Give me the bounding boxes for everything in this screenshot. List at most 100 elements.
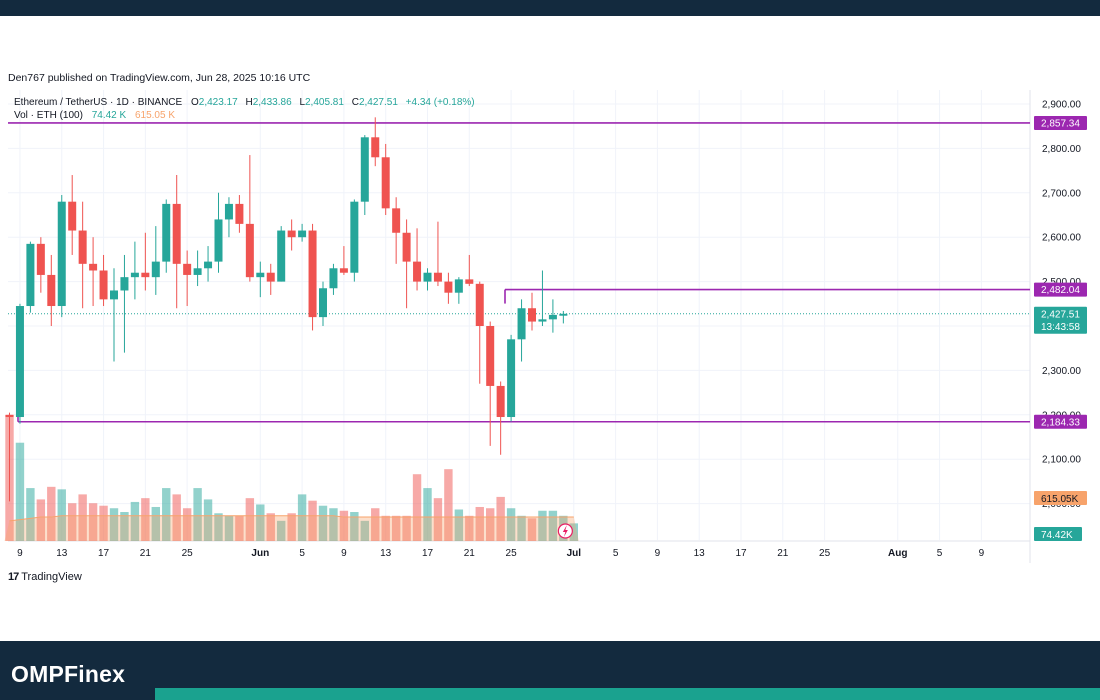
- tradingview-logo-icon: 17: [8, 571, 19, 583]
- volume-bar: [120, 512, 129, 541]
- volume-last-label-box: [1034, 527, 1082, 541]
- time-tick-label: 17: [98, 548, 110, 559]
- horizontal-levels: [8, 122, 1030, 423]
- candle-body: [486, 326, 495, 386]
- candle-body: [339, 268, 348, 273]
- volume-ma-label-box: [1034, 491, 1087, 505]
- time-tick-label: 25: [819, 548, 831, 559]
- candle-body: [496, 385, 505, 418]
- time-tick-label: 9: [655, 548, 661, 559]
- candle-body: [266, 272, 275, 282]
- candle-body: [444, 281, 453, 293]
- legend-change: +4.34 (+0.18%): [406, 97, 475, 108]
- volume-bar: [496, 496, 505, 541]
- time-tick-label: Jun: [251, 548, 269, 559]
- legend-high-value: 2,433.86: [253, 97, 292, 108]
- volume-bar: [412, 474, 422, 541]
- volume-bar: [203, 499, 213, 541]
- volume-bar: [266, 513, 275, 541]
- candle-body: [193, 268, 202, 275]
- candle-body: [475, 283, 484, 326]
- volume-bar: [245, 498, 255, 541]
- volume-bar: [465, 515, 474, 541]
- candle-body: [528, 308, 536, 322]
- legend-close-value: 2,427.51: [359, 97, 398, 108]
- candle-body: [350, 201, 359, 273]
- candle-body: [329, 268, 338, 289]
- candle-body: [454, 279, 463, 293]
- svg-text:Ethereum / TetherUS · 1D · BIN: Ethereum / TetherUS · 1D · BINANCE O 2,42…: [14, 97, 475, 108]
- candle-body: [183, 263, 192, 275]
- volume-bar: [350, 512, 359, 541]
- candle-body: [151, 261, 160, 278]
- volume-bar: [214, 513, 223, 541]
- candle-body: [68, 201, 77, 231]
- brand-name: OMPFinex: [11, 661, 126, 687]
- time-tick-label: 5: [613, 548, 619, 559]
- legend-close-label: C: [352, 97, 359, 108]
- time-axis: 9 13 17 21 25 Jun 5 9 13 17 21 25 Jul 5 9 13 17 21 25 Aug 5 9: [17, 548, 984, 559]
- volume-bar: [68, 503, 77, 541]
- candle-body: [559, 313, 568, 316]
- level-label: 2,482.04: [1041, 285, 1080, 296]
- candle-body: [78, 230, 87, 264]
- candle-body: [120, 277, 129, 291]
- candle-body: [172, 203, 181, 264]
- volume-bar: [454, 509, 464, 541]
- volume-bar: [339, 510, 349, 541]
- candle-body: [517, 308, 526, 340]
- time-tick-label: 5: [299, 548, 305, 559]
- legend-low-label: L: [299, 97, 305, 108]
- candle-body: [507, 339, 516, 418]
- volume-ma-legend-value: 615.05 K: [135, 110, 175, 121]
- volume-bar: [287, 513, 296, 541]
- time-tick-label: 21: [777, 548, 789, 559]
- candle-body: [235, 203, 244, 224]
- brand-accent-bar: [155, 688, 1100, 700]
- level-label-box: [1034, 115, 1087, 130]
- candle-body: [224, 203, 233, 220]
- volume-bar: [162, 488, 171, 541]
- volume-bar: [360, 520, 369, 541]
- volume-bar: [391, 515, 401, 541]
- volume-bar: [538, 510, 547, 541]
- price-axis: 2,000.002,100.002,200.002,300.002,400.00…: [1034, 100, 1087, 541]
- time-tick-label: 9: [979, 548, 985, 559]
- time-tick-label: Aug: [888, 548, 907, 559]
- level-label-box: [1034, 282, 1087, 297]
- volume-bar: [517, 515, 526, 541]
- candle-body: [319, 288, 327, 318]
- candle-body: [245, 223, 254, 278]
- level-label: 2,857.34: [1041, 118, 1080, 129]
- candle-body: [89, 263, 98, 271]
- candle-body: [99, 270, 108, 300]
- volume-bar: [475, 506, 484, 541]
- candle-body: [287, 230, 296, 238]
- volume-bar: [308, 500, 317, 541]
- legend-open-label: O: [191, 97, 199, 108]
- time-tick-label: 25: [506, 548, 518, 559]
- legend-symbol: Ethereum / TetherUS · 1D · BINANCE: [14, 97, 183, 108]
- candle-body: [204, 261, 213, 269]
- candle-body: [433, 272, 442, 282]
- candle-body: [277, 230, 286, 282]
- volume-bar: [36, 499, 46, 541]
- candle-body: [110, 290, 118, 300]
- level-label-box: [1034, 414, 1087, 429]
- candle-body: [256, 272, 265, 278]
- volume-bar: [277, 520, 286, 541]
- volume-bar: [235, 515, 244, 541]
- volume-bar: [506, 508, 516, 541]
- volume-bar: [26, 488, 35, 541]
- volume-bar: [381, 515, 390, 541]
- volume-bar: [527, 518, 537, 541]
- time-tick-label: 25: [182, 548, 194, 559]
- volume-bar: [224, 515, 234, 541]
- candle-body: [5, 414, 14, 418]
- time-tick-label: 9: [17, 548, 23, 559]
- volume-last-label: 74.42K: [1041, 530, 1073, 541]
- chart-legend: Ethereum / TetherUS · 1D · BINANCE O 2,42…: [14, 97, 475, 121]
- volume-bar: [57, 489, 66, 541]
- time-tick-label: 21: [140, 548, 152, 559]
- candle-body: [26, 243, 35, 307]
